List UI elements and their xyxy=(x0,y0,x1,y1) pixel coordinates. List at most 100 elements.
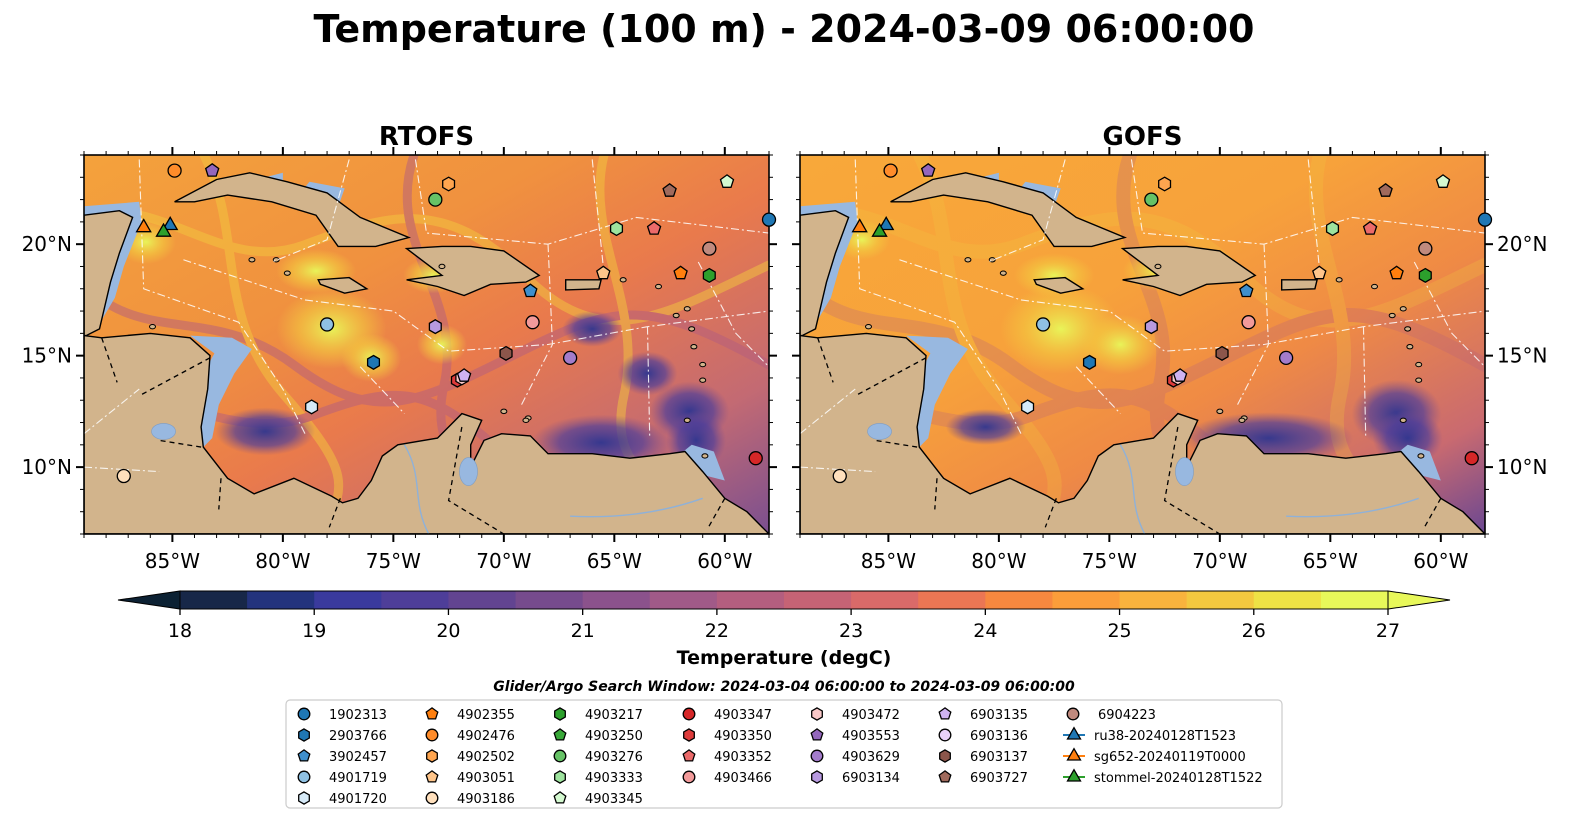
shallow-shelf xyxy=(1396,444,1441,481)
legend: Glider/Argo Search Window: 2024-03-04 06… xyxy=(285,679,1283,809)
platform-6904223 xyxy=(1418,241,1433,256)
shallow-shelf xyxy=(680,444,725,481)
platform-4903276 xyxy=(1144,192,1159,207)
colorbar-tick-label: 26 xyxy=(1242,620,1266,642)
legend-label: 6903727 xyxy=(970,771,1028,786)
colorbar-tick-label: 22 xyxy=(705,620,729,642)
platform-6903727 xyxy=(662,182,677,197)
legend-label: 4903466 xyxy=(714,771,772,786)
legend-box xyxy=(285,699,1283,809)
platform-4903051 xyxy=(1312,265,1327,280)
eddy-band xyxy=(199,155,344,534)
legend-entry: 4903345 xyxy=(553,791,643,807)
legend-label: 6903134 xyxy=(842,771,900,786)
lake-maracaibo xyxy=(459,457,478,486)
legend-marker xyxy=(298,728,310,742)
legend-label: 4902476 xyxy=(457,729,515,744)
legend-label: sg652-20240119T0000 xyxy=(1094,750,1246,765)
platform-markers xyxy=(116,162,777,484)
platform-4902355 xyxy=(673,265,688,280)
legend-marker xyxy=(1066,707,1080,721)
platform-6903135 xyxy=(1172,368,1188,382)
island xyxy=(1404,326,1412,332)
colorbar-tick-label: 21 xyxy=(571,620,595,642)
legend-label: 2903766 xyxy=(329,729,387,744)
legend-entry: 2903766 xyxy=(298,728,387,744)
warm-anomaly xyxy=(416,324,467,365)
colorbar-swatch xyxy=(515,591,584,609)
legend-label: 3902457 xyxy=(329,750,387,765)
platform-4903345 xyxy=(1435,174,1451,188)
colorbar-tick-label: 27 xyxy=(1376,620,1400,642)
island xyxy=(699,361,707,368)
land-jamaica xyxy=(1033,276,1085,294)
legend-label: 4903217 xyxy=(585,708,643,723)
legend-entry: 4903629 xyxy=(810,749,900,765)
legend-entry: sg652-20240119T0000 xyxy=(1063,747,1246,765)
legend-label: 4903629 xyxy=(842,750,900,765)
island xyxy=(672,312,680,319)
legend-entry: 6903727 xyxy=(938,770,1028,786)
lake-nicaragua xyxy=(867,423,892,440)
platform-4903051 xyxy=(596,265,611,280)
legend-entry: 4903250 xyxy=(553,728,643,744)
island xyxy=(1154,263,1162,270)
island xyxy=(1238,417,1246,423)
island xyxy=(683,306,691,312)
country-borders xyxy=(817,337,1442,534)
x-tick-label: 85°W xyxy=(861,549,916,573)
platform-4901719 xyxy=(319,317,335,332)
lake-maracaibo xyxy=(1175,457,1194,486)
platform-4903333 xyxy=(1325,220,1340,237)
x-tick-label: 60°W xyxy=(1413,549,1468,573)
legend-label: 4901720 xyxy=(329,792,387,807)
platform-3902457 xyxy=(1239,283,1254,298)
legend-label: 4903350 xyxy=(714,729,772,744)
platform-6903727 xyxy=(1378,182,1393,197)
colorbar: 18 19 20 21 22 23 24 25 26 27 Temperature (degC) xyxy=(117,590,1451,669)
legend-label: 4903553 xyxy=(842,729,900,744)
legend-label: 4903345 xyxy=(585,792,643,807)
eddy-band xyxy=(913,155,1062,534)
legend-marker xyxy=(425,791,439,805)
legend-marker xyxy=(1066,768,1082,782)
island xyxy=(1415,361,1423,368)
colorbar-swatch xyxy=(649,591,718,609)
cool-anomaly xyxy=(215,407,316,456)
legend-marker xyxy=(298,791,310,805)
land-hisp xyxy=(1120,245,1257,297)
colorbar-swatch xyxy=(1186,591,1255,609)
legend-marker xyxy=(938,707,952,720)
legend-entry: stommel-20240128T1522 xyxy=(1063,768,1263,786)
platform-4903186 xyxy=(832,468,847,484)
platform-markers xyxy=(832,162,1493,484)
legend-marker xyxy=(810,728,824,741)
island xyxy=(690,344,698,350)
platform-6904223 xyxy=(702,241,717,256)
island xyxy=(1216,408,1224,415)
legend-label: 4902355 xyxy=(457,708,515,723)
land-cuba xyxy=(174,172,411,248)
island xyxy=(1399,417,1407,423)
legend-label: 4903276 xyxy=(585,750,643,765)
land-pr xyxy=(565,279,602,291)
island xyxy=(619,277,627,283)
cool-anomaly xyxy=(562,310,623,347)
legend-entry: ru38-20240128T1523 xyxy=(1063,726,1236,744)
island xyxy=(1406,344,1414,350)
platform-ru38-20240128T1523 xyxy=(161,216,179,231)
y-tick-label: 10°N xyxy=(1497,455,1547,479)
x-tick-label: 75°W xyxy=(366,549,421,573)
legend-entry: 6903137 xyxy=(939,749,1028,765)
platform-4902476 xyxy=(167,163,182,178)
island xyxy=(283,270,291,276)
island xyxy=(1399,306,1407,312)
x-tick-label: 85°W xyxy=(145,549,200,573)
platform-4903466 xyxy=(1241,315,1256,330)
legend-marker xyxy=(297,749,311,762)
legend-label: 4903352 xyxy=(714,750,772,765)
platform-6903137 xyxy=(499,345,513,361)
legend-marker xyxy=(554,707,566,721)
y-tick-label: 15°N xyxy=(22,344,72,368)
map-panels: RTOFS 85°W 80°W 75°W 70°W 65°W 60°W 10°N 15°N 20°… xyxy=(22,122,1548,573)
